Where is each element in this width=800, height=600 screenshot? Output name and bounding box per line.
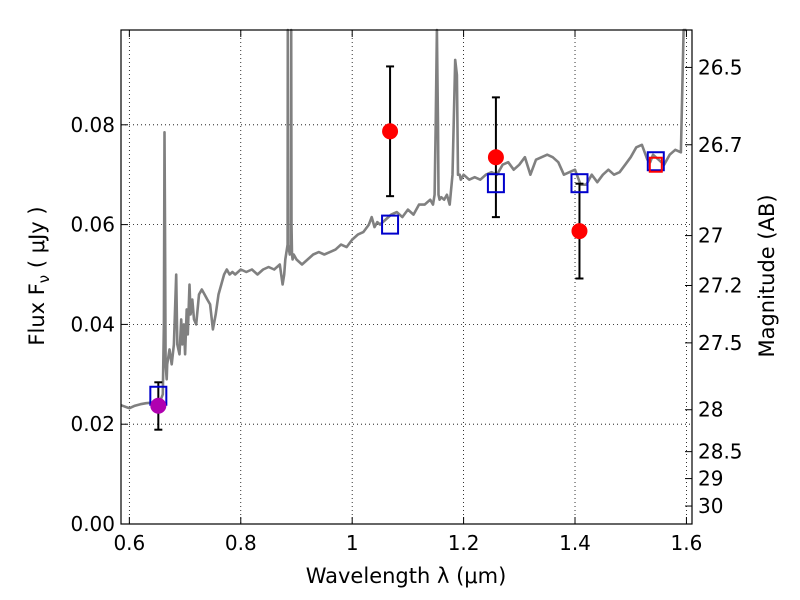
- x-tick-label: 0.8: [225, 531, 257, 555]
- y-tick-label: 0.04: [70, 312, 115, 336]
- y-axis-label-subscript: ν: [35, 275, 53, 283]
- y2-tick-label: 26.7: [698, 133, 743, 157]
- observed-point: [571, 223, 588, 240]
- y-axis-label: Flux Fν ( μJy ): [25, 206, 53, 345]
- model-spectrum-line: [120, 28, 687, 410]
- x-tick-label: 0.6: [113, 531, 145, 555]
- x-axis-label: Wavelength λ (μm): [306, 564, 507, 588]
- y2-tick-label: 28.5: [698, 440, 743, 464]
- model-photometry-square: [381, 214, 400, 235]
- y2-tick-label: 29: [698, 467, 723, 491]
- x-tick-label: 1: [346, 531, 359, 555]
- x-tick-label: 1.6: [671, 531, 703, 555]
- y2-tick-label: 28: [698, 398, 723, 422]
- data-points-layer: [149, 65, 665, 431]
- y-tick-label: 0.02: [70, 412, 115, 436]
- y2-tick-label: 27.5: [698, 331, 743, 355]
- model-photometry-square: [486, 173, 505, 194]
- x-tick-label: 1.4: [559, 531, 591, 555]
- y2-tick-label: 27: [698, 224, 723, 248]
- y-tick-label: 0.00: [70, 512, 115, 536]
- y2-tick-label: 26.5: [698, 55, 743, 79]
- observed-point: [487, 149, 504, 166]
- y2-tick-label: 30: [698, 494, 723, 518]
- y-tick-label: 0.08: [70, 113, 115, 137]
- ticks-layer: 0.6 0.8 1 1.2 1.4 1.6 0.00 0.02 0.04 0.06 0.08 26.5…: [70, 30, 743, 555]
- observed-point: [382, 123, 399, 140]
- model-photometry-square: [646, 151, 665, 172]
- y-axis-label-main: Flux F: [25, 283, 49, 345]
- y2-tick-label: 27.2: [698, 273, 743, 297]
- y-axis-label-unit: ( μJy ): [25, 206, 49, 274]
- y-tick-label: 0.06: [70, 213, 115, 237]
- y2-axis-label: Magnitude (AB): [755, 194, 779, 357]
- model-spectrum-layer: [120, 28, 687, 410]
- magenta-point: [150, 397, 167, 414]
- observed-point-square: [648, 156, 663, 173]
- plot-frame: [120, 29, 693, 525]
- x-tick-label: 1.2: [448, 531, 480, 555]
- model-photometry-square: [570, 173, 589, 194]
